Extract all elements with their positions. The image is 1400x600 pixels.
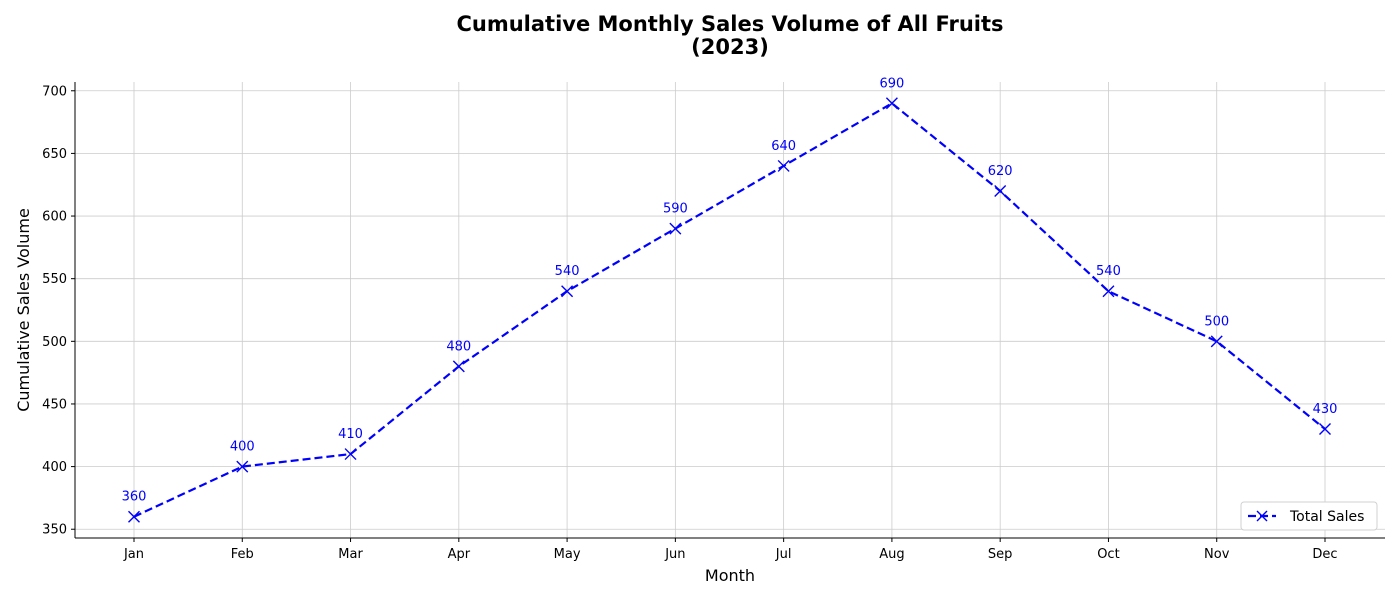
data-label: 400 [230, 440, 255, 455]
data-label: 620 [988, 164, 1013, 179]
axes [71, 82, 1385, 542]
data-point-marker [885, 97, 898, 110]
y-tick-label: 700 [42, 84, 67, 99]
marker-stroke [777, 159, 790, 172]
x-axis-label: Month [705, 566, 755, 585]
data-point-marker [344, 448, 357, 461]
y-tick-label: 400 [42, 460, 67, 475]
y-tick-label: 450 [42, 397, 67, 412]
y-tick-label: 500 [42, 335, 67, 350]
legend-label: Total Sales [1289, 509, 1364, 525]
data-point-marker [777, 159, 790, 172]
data-label: 480 [446, 339, 471, 354]
tick-labels: Jan Feb Mar Apr May Jun Jul Aug Sep Oct Nov Dec 350 4… [42, 84, 1337, 562]
y-tick-label: 600 [42, 210, 67, 225]
marker-stroke [885, 97, 898, 110]
x-tick-label: Jun [664, 547, 685, 562]
chart-title: Cumulative Monthly Sales Volume of All F… [456, 12, 1003, 36]
marker-stroke [669, 222, 682, 235]
data-point-marker [561, 285, 574, 298]
x-tick-label: Apr [448, 547, 471, 562]
marker-stroke [128, 510, 140, 523]
x-tick-label: Feb [231, 547, 254, 562]
data-point-marker [669, 222, 682, 235]
x-tick-label: Aug [879, 547, 904, 562]
marker-stroke [1210, 335, 1223, 348]
marker-stroke [1102, 285, 1115, 298]
data-label: 690 [879, 76, 904, 91]
data-point-marker [1210, 335, 1223, 348]
data-point-marker [1102, 285, 1115, 298]
legend-box [1240, 501, 1378, 531]
marker-stroke [452, 360, 465, 373]
x-tick-label: Jul [775, 547, 792, 562]
y-tick-label: 650 [42, 147, 67, 162]
data-point-marker [236, 460, 249, 473]
x-tick-label: May [554, 547, 581, 562]
y-axis-label: Cumulative Sales Volume [14, 208, 33, 412]
series-lines [133, 102, 1326, 518]
data-point-marker [128, 510, 140, 523]
x-tick-label: Dec [1312, 547, 1337, 562]
grid [75, 82, 1385, 538]
data-point-marker [1319, 423, 1331, 436]
data-point-marker [452, 360, 465, 373]
data-label: 500 [1204, 314, 1229, 329]
data-label: 430 [1313, 402, 1338, 417]
x-tick-label: Nov [1204, 547, 1230, 562]
marker-stroke [236, 460, 249, 473]
legend: Total Sales [1240, 501, 1378, 531]
data-label: 590 [663, 202, 688, 217]
y-tick-label: 550 [42, 272, 67, 287]
data-labels: 360 400 410 480 540 590 640 690 620 540 500 430 [122, 76, 1338, 504]
y-tick-label: 350 [42, 523, 67, 538]
x-tick-label: Mar [338, 547, 363, 562]
marker-stroke [1319, 423, 1331, 436]
chart-subtitle: (2023) [691, 35, 769, 59]
series-markers [128, 97, 1331, 523]
data-label: 640 [771, 139, 796, 154]
data-label: 540 [1096, 264, 1121, 279]
x-tick-label: Sep [988, 547, 1013, 562]
data-label: 360 [122, 490, 147, 505]
marker-stroke [994, 184, 1007, 197]
x-tick-label: Jan [123, 547, 144, 562]
marker-stroke [561, 285, 574, 298]
x-tick-label: Oct [1097, 547, 1119, 562]
series-line [133, 102, 1326, 518]
marker-stroke [344, 448, 357, 461]
data-point-marker [994, 184, 1007, 197]
data-label: 410 [338, 427, 363, 442]
data-label: 540 [555, 264, 580, 279]
legend-marker-swatch [1256, 510, 1268, 522]
